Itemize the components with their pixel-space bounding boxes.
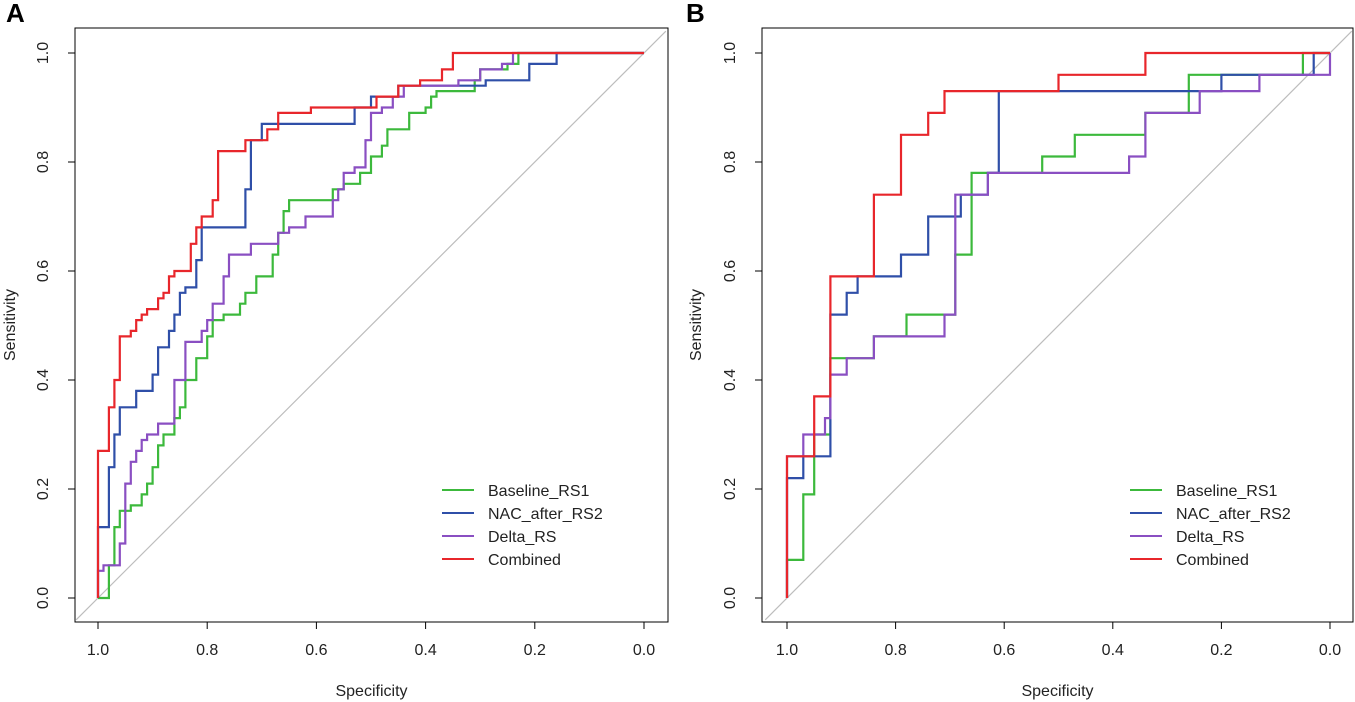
- chart-a-x-tick-label: 0.2: [524, 642, 546, 659]
- chart-b-diagonal-line: [764, 30, 1353, 621]
- chart-b-x-axis-title: Specificity: [1021, 683, 1093, 700]
- chart-a-y-tick-label: 1.0: [35, 42, 52, 64]
- chart-b-x-tick-label: 0.6: [993, 642, 1015, 659]
- chart-b-x-tick-label: 0.0: [1319, 642, 1341, 659]
- chart-a-plot-frame: [74, 27, 669, 623]
- chart-b-y-axis-title: Sensitivity: [688, 289, 705, 361]
- roc-chart-b: 1.0 0.8 0.6 0.4 0.2 0.0 0.0 0.2 0.4 0.6 0.8 1.0 Spec…: [688, 27, 1354, 700]
- chart-b-series-combined: [785, 51, 1330, 598]
- chart-b-x-tick-label: 1.0: [776, 642, 798, 659]
- chart-b-y-tick-label: 0.6: [722, 260, 739, 282]
- chart-a-x-tick-label: 1.0: [87, 642, 109, 659]
- chart-a-x-tick-label: 0.4: [414, 642, 436, 659]
- chart-a-legend-label-nac-after-rs2: NAC_after_RS2: [488, 506, 603, 523]
- chart-b-y-tick-label: 0.2: [722, 478, 739, 500]
- chart-b-y-tick-label: 0.4: [722, 369, 739, 391]
- chart-a-x-tick-label: 0.0: [633, 642, 655, 659]
- panel-label-a: A: [6, 0, 25, 28]
- chart-a-legend-label-combined: Combined: [488, 552, 561, 569]
- chart-b-series-delta-rs: [785, 53, 1332, 598]
- chart-a-legend-label-baseline-rs1: Baseline_RS1: [488, 483, 590, 500]
- chart-a-series-combined: [96, 51, 644, 598]
- chart-b-legend-label-nac-after-rs2: NAC_after_RS2: [1176, 506, 1291, 523]
- chart-a-legend-label-delta-rs: Delta_RS: [488, 529, 556, 546]
- chart-b-y-tick-label: 0.0: [722, 587, 739, 609]
- chart-b-x-tick-label: 0.8: [884, 642, 906, 659]
- chart-a-x-tick-label: 0.6: [305, 642, 327, 659]
- chart-a-y-tick-label: 0.4: [35, 369, 52, 391]
- chart-b-legend-label-baseline-rs1: Baseline_RS1: [1176, 483, 1278, 500]
- roc-chart-a: 1.0 0.8 0.6 0.4 0.2 0.0 0.0 0.2 0.4 0.6 0.8 1.0 Spec…: [2, 27, 669, 700]
- panel-label-b: B: [686, 0, 705, 28]
- chart-a-x-axis-title: Specificity: [335, 683, 407, 700]
- chart-b-x-tick-label: 0.2: [1210, 642, 1232, 659]
- chart-a-y-tick-label: 0.0: [35, 587, 52, 609]
- chart-b-plot-frame: [761, 27, 1354, 623]
- chart-b-legend-label-combined: Combined: [1176, 552, 1249, 569]
- chart-a-y-axis-title: Sensitivity: [2, 289, 19, 361]
- chart-b-y-tick-label: 0.8: [722, 151, 739, 173]
- chart-b-legend-label-delta-rs: Delta_RS: [1176, 529, 1244, 546]
- chart-a-y-tick-label: 0.2: [35, 478, 52, 500]
- chart-b-y-tick-label: 1.0: [722, 42, 739, 64]
- chart-b-x-tick-label: 0.4: [1102, 642, 1124, 659]
- chart-a-y-tick-label: 0.8: [35, 151, 52, 173]
- chart-a-y-tick-label: 0.6: [35, 260, 52, 282]
- chart-a-diagonal-line: [75, 30, 667, 621]
- chart-a-x-tick-label: 0.8: [196, 642, 218, 659]
- chart-a-series-baseline-rs1: [98, 51, 644, 600]
